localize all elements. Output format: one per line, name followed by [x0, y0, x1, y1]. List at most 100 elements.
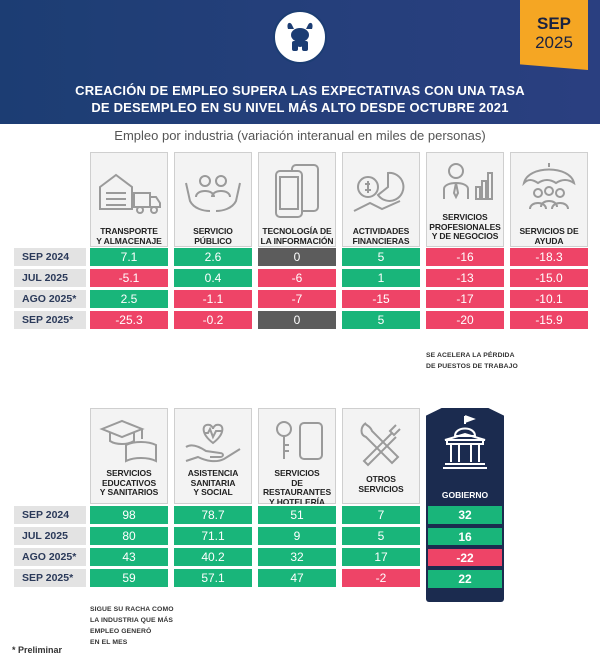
value-cell: 5 [342, 527, 420, 545]
government-value-cell: 22 [426, 568, 504, 590]
government-label: GOBIERNO [441, 490, 489, 500]
value-cell: 22 [428, 570, 502, 588]
value-cell: -15.0 [510, 269, 588, 287]
value-cell: 9 [258, 527, 336, 545]
headline: CREACIÓN DE EMPLEO SUPERA LAS EXPECTATIV… [20, 82, 580, 116]
value-cell: -15 [342, 290, 420, 308]
industry-label: Y SOCIAL [193, 487, 233, 497]
industry-card: SERVICIOS EDUCATIVOS Y SANITARIOS [90, 408, 168, 504]
industry-label: SERVICIOS [274, 468, 320, 478]
note-line: EN EL MES [90, 639, 128, 646]
value-cell: -22 [428, 549, 502, 566]
value-cell: 17 [342, 548, 420, 566]
industry-card: ACTIVIDADES FINANCIERAS [342, 152, 420, 247]
value-cell: -6 [258, 269, 336, 287]
industry-card: OTROS SERVICIOS [342, 408, 420, 504]
industry-label: Y HOTELERÍA [269, 496, 325, 507]
industry-label: DE RESTAURANTES [262, 477, 332, 497]
key-card-icon [276, 421, 323, 460]
industry-label: ACTIVIDADES [352, 226, 410, 236]
industry-card: SERVICIOS PROFESIONALES Y DE NEGOCIOS [426, 152, 504, 247]
row-label: JUL 2025 [14, 269, 86, 287]
value-cell: -18.3 [510, 248, 588, 266]
value-cell: -10.1 [510, 290, 588, 308]
row-label: AGO 2025* [14, 548, 86, 566]
value-cell: 32 [258, 548, 336, 566]
government-value-cell: 32 [426, 504, 504, 526]
industry-label: SERVICIO [193, 226, 233, 236]
industry-label: SERVICIOS [442, 212, 488, 222]
industry-label: PÚBLICO [194, 235, 232, 246]
industry-label: TECNOLOGÍA DE [262, 226, 332, 236]
row-label: SEP 2024 [14, 506, 86, 524]
graduation-book-icon [99, 419, 157, 463]
heart-hands-icon [185, 423, 241, 463]
top-note: SE ACELERA LA PÉRDIDA DE PUESTOS DE TRAB… [426, 350, 518, 372]
bull-bear-hands-icon [287, 22, 313, 51]
value-cell: 1 [342, 269, 420, 287]
government-base [426, 590, 504, 602]
value-cell: 16 [428, 528, 502, 545]
industry-label: Y SANITARIOS [99, 487, 159, 497]
value-cell: -20 [426, 311, 504, 329]
industry-card: SERVICIO PÚBLICO [174, 152, 252, 247]
umbrella-people-icon [522, 163, 576, 210]
note-line: DE PUESTOS DE TRABAJO [426, 363, 518, 370]
value-cell: 0.4 [174, 269, 252, 287]
value-cell: 98 [90, 506, 168, 524]
headline-line-1: CREACIÓN DE EMPLEO SUPERA LAS EXPECTATIV… [75, 83, 525, 98]
value-cell: 0 [258, 311, 336, 329]
date-badge: SEP 2025 [520, 0, 588, 70]
government-value-cell: -22 [426, 547, 504, 568]
value-cell: 80 [90, 527, 168, 545]
value-cell: 78.7 [174, 506, 252, 524]
value-cell: 2.5 [90, 290, 168, 308]
industry-label: SERVICIOS [106, 468, 152, 478]
businessman-chart-icon [443, 163, 493, 200]
value-cell: 32 [428, 506, 502, 524]
logo [273, 10, 327, 64]
row-label: JUL 2025 [14, 527, 86, 545]
value-cell: 51 [258, 506, 336, 524]
note-line: EMPLEO GENERÓ [90, 628, 152, 635]
phones-icon [275, 164, 319, 218]
value-cell: 43 [90, 548, 168, 566]
value-cell: -2 [342, 569, 420, 587]
industry-card: SERVICIOS DE RESTAURANTES Y HOTELERÍA [258, 408, 336, 504]
industry-label: SERVICIOS [358, 483, 404, 494]
row-label: SEP 2024 [14, 248, 86, 266]
bottom-note: SIGUE SU RACHA COMO LA INDUSTRIA QUE MÁS… [90, 604, 174, 648]
value-cell: 57.1 [174, 569, 252, 587]
value-cell: 7.1 [90, 248, 168, 266]
value-cell: 40.2 [174, 548, 252, 566]
value-cell: -5.1 [90, 269, 168, 287]
value-cell: 47 [258, 569, 336, 587]
value-cell: 2.6 [174, 248, 252, 266]
row-label: AGO 2025* [14, 290, 86, 308]
note-line: SE ACELERA LA PÉRDIDA [426, 352, 515, 359]
headline-line-2: DE DESEMPLEO EN SU NIVEL MÁS ALTO DESDE … [91, 100, 509, 115]
value-cell: 5 [342, 311, 420, 329]
value-cell: 7 [342, 506, 420, 524]
industry-label: FINANCIERAS [352, 235, 410, 246]
industry-label: Y ALMACENAJE [96, 235, 162, 246]
value-cell: -7 [258, 290, 336, 308]
government-value-cell: 16 [426, 526, 504, 547]
industry-label: PROFESIONALES [429, 221, 501, 232]
row-label: SEP 2025* [14, 311, 86, 329]
capitol-building-icon [443, 415, 487, 469]
value-cell: -17 [426, 290, 504, 308]
government-card: GOBIERNO [426, 408, 504, 504]
value-cell: -15.9 [510, 311, 588, 329]
coins-chart-icon [353, 171, 405, 212]
truck-warehouse-icon [99, 173, 161, 214]
note-line: LA INDUSTRIA QUE MÁS [90, 617, 174, 624]
value-cell: 0 [258, 248, 336, 266]
industry-card: TECNOLOGÍA DE LA INFORMACIÓN [258, 152, 336, 247]
footnote: * Preliminar [12, 645, 63, 655]
value-cell: -25.3 [90, 311, 168, 329]
industry-label: LA INFORMACIÓN [260, 235, 334, 246]
industry-label: TRANSPORTE [100, 226, 158, 236]
value-cell: 71.1 [174, 527, 252, 545]
badge-month: SEP [536, 14, 572, 33]
